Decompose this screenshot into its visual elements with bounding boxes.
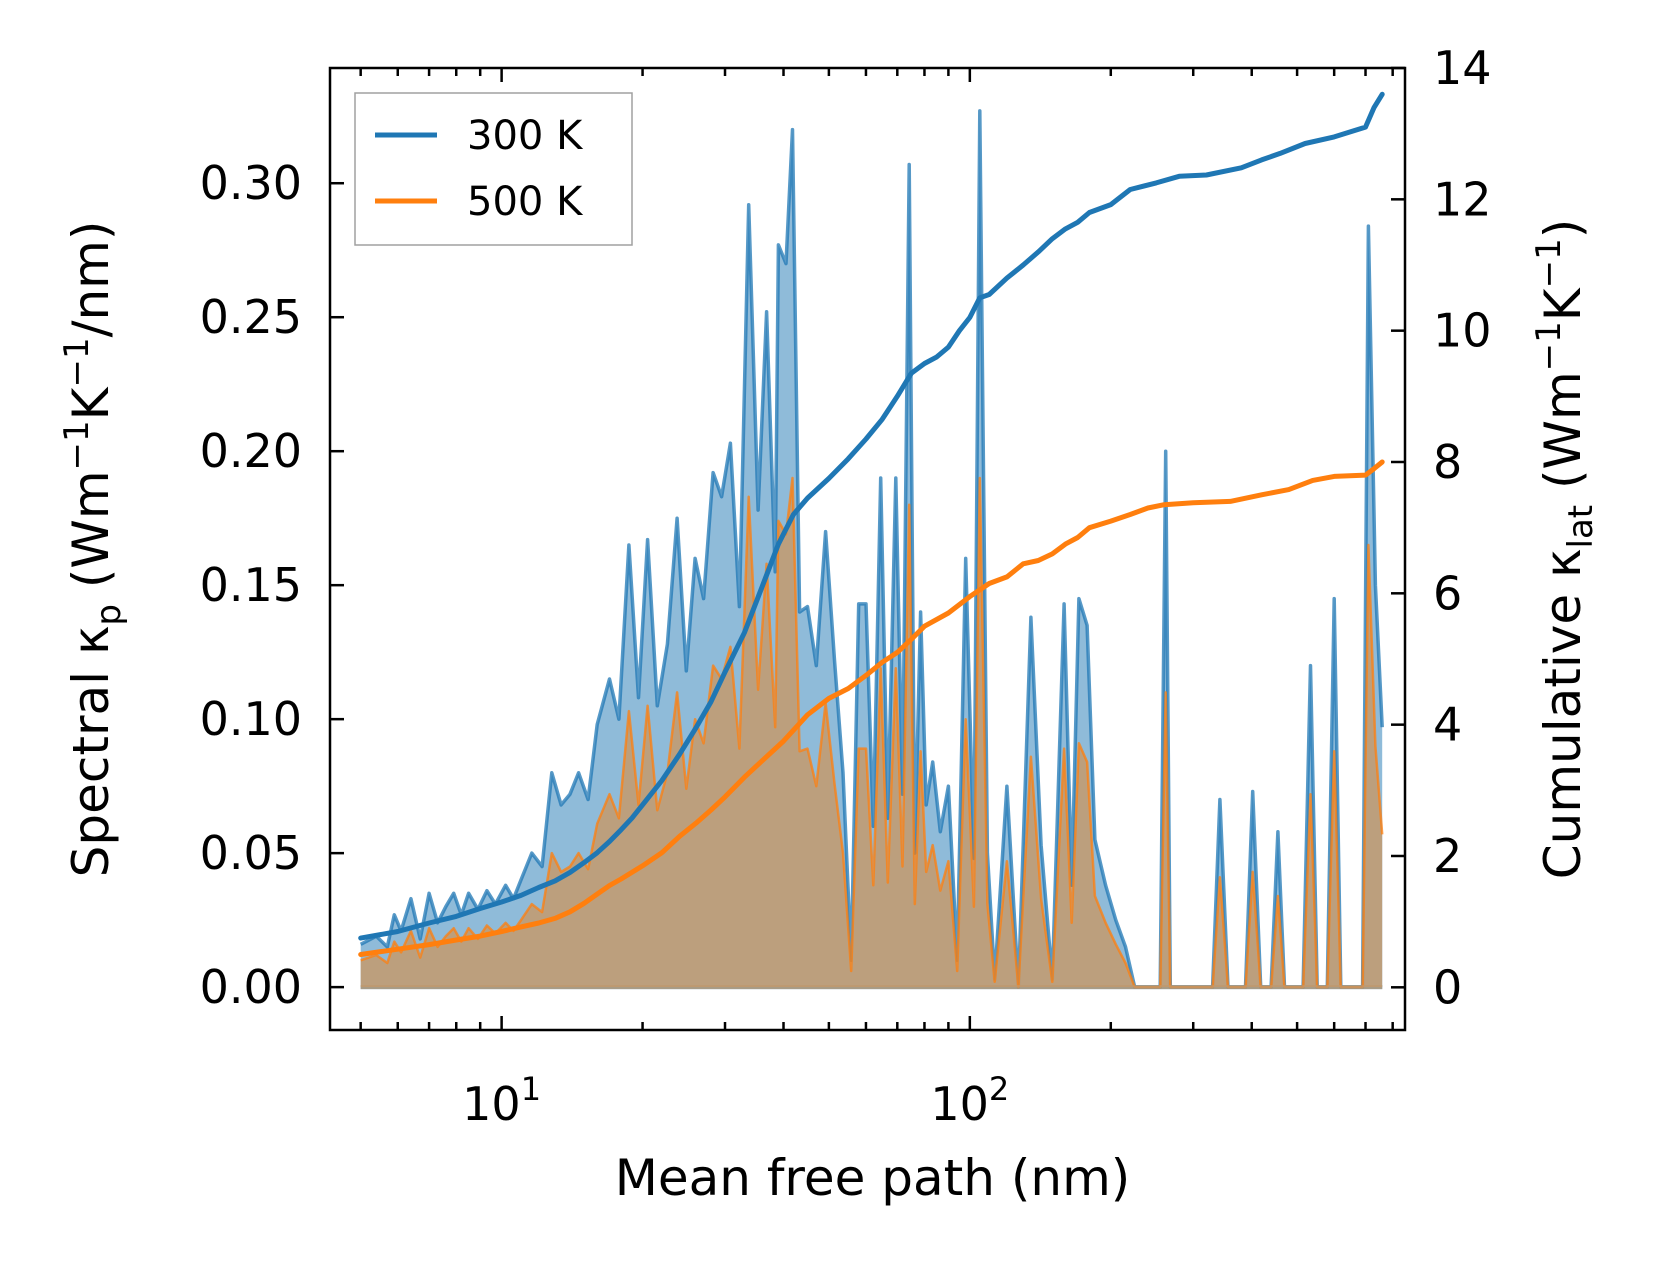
- y-left-tick-label: 0.05: [200, 826, 302, 880]
- x-tick-label: 102: [930, 1070, 1009, 1131]
- y-right-tick-label: 12: [1433, 172, 1492, 226]
- cumulative-line-300-k: [358, 91, 1385, 941]
- y-right-axis-label-part: −1: [1529, 321, 1569, 371]
- x-tick-label: 101: [462, 1070, 541, 1131]
- x-tick-label-base: 10: [930, 1077, 989, 1131]
- y-left-tick-label: 0.15: [200, 558, 302, 612]
- y-left-tick-label: 0.20: [200, 424, 302, 478]
- y-right-tick-label: 8: [1433, 435, 1462, 489]
- y-left-axis-label: Spectral κp (Wm−1K−1/nm): [57, 221, 129, 878]
- y-left-tick-label: 0.00: [200, 960, 302, 1014]
- cumulative-line-500-k: [358, 459, 1385, 957]
- y-right-axis-label: Cumulative κlat (Wm−1K−1): [1529, 219, 1601, 879]
- y-left-tick-label: 0.30: [200, 156, 302, 210]
- legend-label: 500 K: [467, 179, 584, 225]
- y-left-axis-label-part: /nm): [62, 221, 120, 338]
- x-tick-label-exponent: 1: [521, 1070, 541, 1108]
- y-left-axis-label-part: −1: [57, 337, 97, 387]
- y-left-axis-label-part: Spectral κ: [62, 626, 120, 878]
- y-right-axis-label-part: K: [1534, 287, 1592, 321]
- x-tick-label-base: 10: [462, 1077, 521, 1131]
- cumulative-lines: [358, 91, 1385, 957]
- y-left-axis-label-part: −1: [57, 420, 97, 470]
- spectral-fills: [359, 109, 1384, 990]
- y-right-tick-label: 2: [1433, 829, 1462, 883]
- y-right-tick-label: 4: [1433, 698, 1462, 752]
- y-right-axis-label-part: ): [1534, 219, 1592, 239]
- y-left-axis-label-part: p: [89, 604, 129, 626]
- legend-box: [354, 92, 633, 246]
- axes: 101 1020.000.050.100.150.200.250.30024681…: [57, 41, 1601, 1207]
- plot-frame: [328, 66, 1407, 1032]
- x-axis-label: Mean free path (nm): [615, 1149, 1131, 1207]
- y-right-tick-label: 14: [1433, 41, 1492, 95]
- y-right-tick-label: 10: [1433, 304, 1492, 358]
- legend-label: 300 K: [467, 113, 584, 159]
- y-right-tick-label: 6: [1433, 566, 1462, 620]
- y-left-tick-label: 0.25: [200, 290, 302, 344]
- spectral-fill-300-k: [360, 110, 1383, 988]
- legend: 300 K 500 K: [354, 92, 633, 246]
- y-right-axis-label-part: lat: [1561, 505, 1601, 549]
- y-left-tick-label: 0.10: [200, 692, 302, 746]
- y-left-axis-label-part: K: [62, 386, 120, 420]
- y-right-tick-label: 0: [1433, 960, 1462, 1014]
- y-right-axis-label-part: (Wm: [1534, 371, 1592, 505]
- y-right-axis-label-part: −1: [1529, 238, 1569, 288]
- y-left-axis-label-part: (Wm: [62, 470, 120, 604]
- spectral-fill-500-k: [360, 478, 1383, 988]
- x-tick-label-exponent: 2: [989, 1070, 1009, 1108]
- y-right-axis-label-part: Cumulative κ: [1534, 548, 1592, 879]
